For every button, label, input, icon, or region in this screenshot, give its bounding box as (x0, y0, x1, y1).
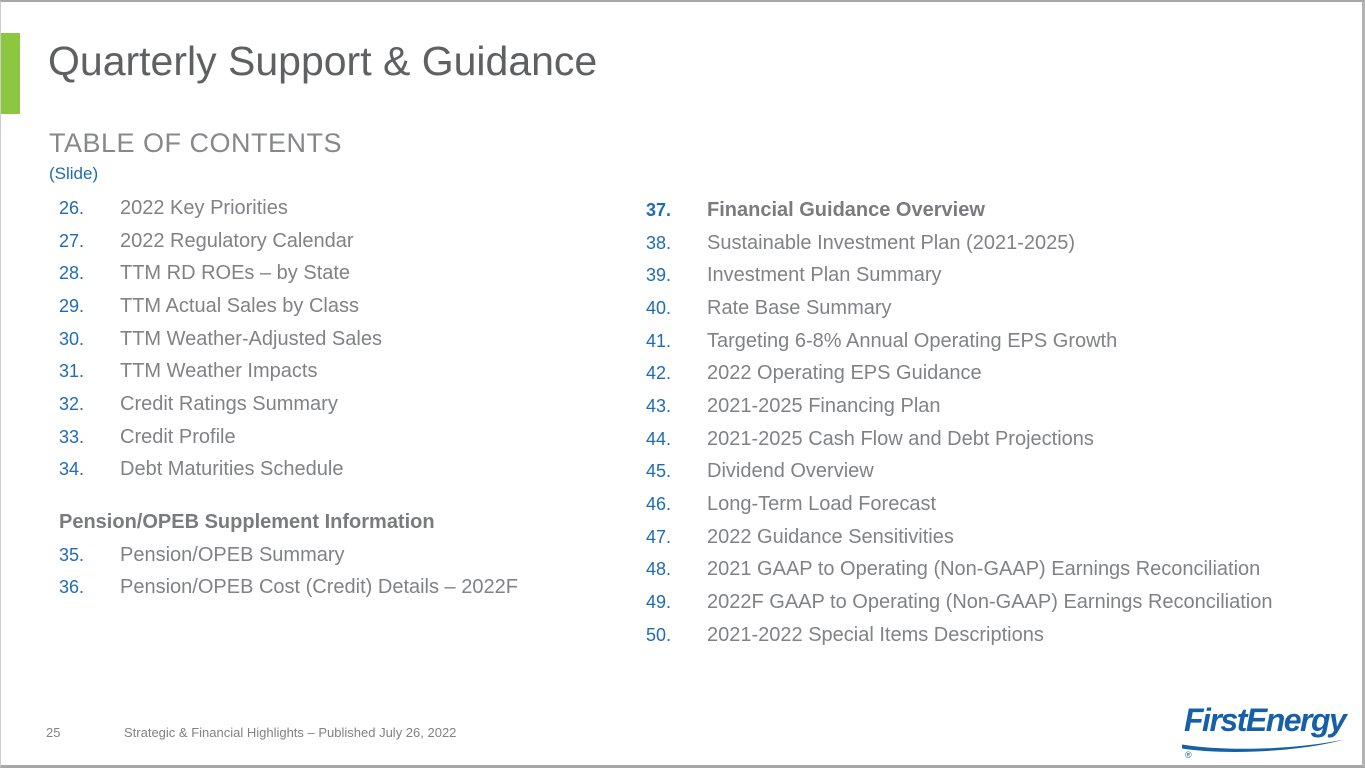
toc-entry-label: TTM Weather-Adjusted Sales (120, 327, 382, 350)
slide-number-label: (Slide) (49, 164, 99, 183)
toc-entry-label: TTM Actual Sales by Class (120, 294, 359, 317)
toc-entry-number: 31. (59, 361, 85, 382)
toc-entry-label: Sustainable Investment Plan (2021-2025) (707, 231, 1076, 254)
toc-entry: 40. Rate Base Summary (646, 292, 1336, 325)
toc-entry-number: 37. (646, 199, 672, 220)
toc-left-list: 26. 2022 Key Priorities 27. 2022 Regulat… (59, 192, 639, 486)
toc-entry-number: 45. (646, 461, 672, 482)
toc-entry-label: Pension/OPEB Summary (120, 543, 345, 566)
toc-entry: 47. 2022 Guidance Sensitivities (646, 521, 1336, 554)
toc-entry-label: 2021 GAAP to Operating (Non-GAAP) Earnin… (707, 558, 1261, 581)
toc-entry-number: 36. (59, 577, 85, 598)
registered-trademark-icon: ® (1185, 750, 1192, 760)
toc-entry: 35. Pension/OPEB Summary (59, 539, 639, 572)
toc-entry-label: 2022F GAAP to Operating (Non-GAAP) Earni… (707, 591, 1273, 614)
toc-entry: 31. TTM Weather Impacts (59, 355, 639, 388)
toc-right-column: 37. Financial Guidance Overview 38. Sust… (646, 194, 1336, 652)
toc-entry: 42. 2022 Operating EPS Guidance (646, 357, 1336, 390)
toc-entry-label: 2022 Guidance Sensitivities (707, 525, 954, 548)
toc-entry-number: 49. (646, 592, 672, 613)
toc-entry-number: 46. (646, 494, 672, 515)
toc-entry-label: TTM Weather Impacts (120, 360, 318, 383)
green-accent-bar (1, 33, 20, 114)
footer-caption: Strategic & Financial Highlights – Publi… (124, 725, 457, 740)
toc-entry: 29. TTM Actual Sales by Class (59, 290, 639, 323)
toc-entry: 26. 2022 Key Priorities (59, 192, 639, 225)
toc-entry-label: 2022 Operating EPS Guidance (707, 362, 982, 385)
toc-entry-number: 44. (646, 428, 672, 449)
toc-entry-number: 34. (59, 459, 85, 480)
toc-entry: 27. 2022 Regulatory Calendar (59, 225, 639, 258)
toc-entry-label: Targeting 6-8% Annual Operating EPS Grow… (707, 329, 1118, 352)
toc-entry-number: 28. (59, 263, 85, 284)
toc-entry-number: 50. (646, 624, 672, 645)
toc-entry: 43. 2021-2025 Financing Plan (646, 390, 1336, 423)
toc-entry-number: 48. (646, 559, 672, 580)
toc-entry: 33. Credit Profile (59, 421, 639, 454)
toc-entry: 39. Investment Plan Summary (646, 259, 1336, 292)
toc-entry-label: Rate Base Summary (707, 296, 892, 319)
toc-entry-label: 2021-2022 Special Items Descriptions (707, 623, 1044, 646)
toc-entry-number: 26. (59, 197, 85, 218)
toc-entry-number: 35. (59, 544, 85, 565)
pension-opeb-section-heading: Pension/OPEB Supplement Information (59, 511, 435, 534)
table-of-contents-heading: TABLE OF CONTENTS (49, 128, 343, 158)
toc-entry-label: Long-Term Load Forecast (707, 493, 937, 516)
toc-entry-label: 2021-2025 Cash Flow and Debt Projections (707, 427, 1094, 450)
toc-entry-label: Pension/OPEB Cost (Credit) Details – 202… (120, 576, 518, 599)
toc-entry-number: 27. (59, 230, 85, 251)
toc-right-list: 37. Financial Guidance Overview 38. Sust… (646, 194, 1336, 652)
toc-entry-number: 33. (59, 426, 85, 447)
toc-entry-number: 42. (646, 363, 672, 384)
toc-entry-label: 2022 Regulatory Calendar (120, 229, 354, 252)
firstenergy-logo: FirstEnergy ® (1182, 702, 1347, 760)
toc-entry: 46. Long-Term Load Forecast (646, 488, 1336, 521)
toc-entry-number: 47. (646, 526, 672, 547)
toc-entry: 30. TTM Weather-Adjusted Sales (59, 323, 639, 356)
toc-entry-label: Debt Maturities Schedule (120, 458, 344, 481)
footer-page-number: 25 (46, 725, 61, 740)
toc-entry-label: TTM RD ROEs – by State (120, 262, 351, 285)
toc-entry: 38. Sustainable Investment Plan (2021-20… (646, 227, 1336, 260)
toc-entry-label: Credit Profile (120, 425, 236, 448)
toc-entry: 41. Targeting 6-8% Annual Operating EPS … (646, 325, 1336, 358)
toc-entry: 28. TTM RD ROEs – by State (59, 257, 639, 290)
toc-entry: 48. 2021 GAAP to Operating (Non-GAAP) Ea… (646, 554, 1336, 587)
toc-entry-label: Credit Ratings Summary (120, 392, 338, 415)
toc-entry-label: Financial Guidance Overview (707, 198, 985, 221)
logo-swoosh-icon (1182, 739, 1344, 752)
toc-entry: 34. Debt Maturities Schedule (59, 454, 639, 487)
toc-entry-number: 40. (646, 297, 672, 318)
toc-entry-label: Dividend Overview (707, 460, 874, 483)
toc-entry: 50. 2021-2022 Special Items Descriptions (646, 619, 1336, 652)
toc-entry-label: 2022 Key Priorities (120, 196, 288, 219)
toc-entry: 36. Pension/OPEB Cost (Credit) Details –… (59, 572, 639, 605)
toc-entry-number: 29. (59, 295, 85, 316)
toc-entry: 49. 2022F GAAP to Operating (Non-GAAP) E… (646, 586, 1336, 619)
toc-entry-label: 2021-2025 Financing Plan (707, 394, 941, 417)
toc-entry-number: 30. (59, 328, 85, 349)
toc-pension-list: 35. Pension/OPEB Summary 36. Pension/OPE… (59, 539, 639, 604)
toc-entry: 45. Dividend Overview (646, 456, 1336, 489)
toc-left-column: 26. 2022 Key Priorities 27. 2022 Regulat… (59, 192, 639, 604)
toc-entry-label: Investment Plan Summary (707, 264, 942, 287)
toc-entry-number: 39. (646, 265, 672, 286)
firstenergy-logo-text: FirstEnergy (1184, 702, 1347, 738)
toc-entry-number: 43. (646, 395, 672, 416)
toc-entry: 32. Credit Ratings Summary (59, 388, 639, 421)
toc-entry-number: 41. (646, 330, 672, 351)
toc-entry-number: 32. (59, 393, 85, 414)
toc-entry: 44. 2021-2025 Cash Flow and Debt Project… (646, 423, 1336, 456)
toc-entry-number: 38. (646, 232, 672, 253)
toc-entry: 37. Financial Guidance Overview (646, 194, 1336, 227)
page-title: Quarterly Support & Guidance (48, 38, 598, 84)
